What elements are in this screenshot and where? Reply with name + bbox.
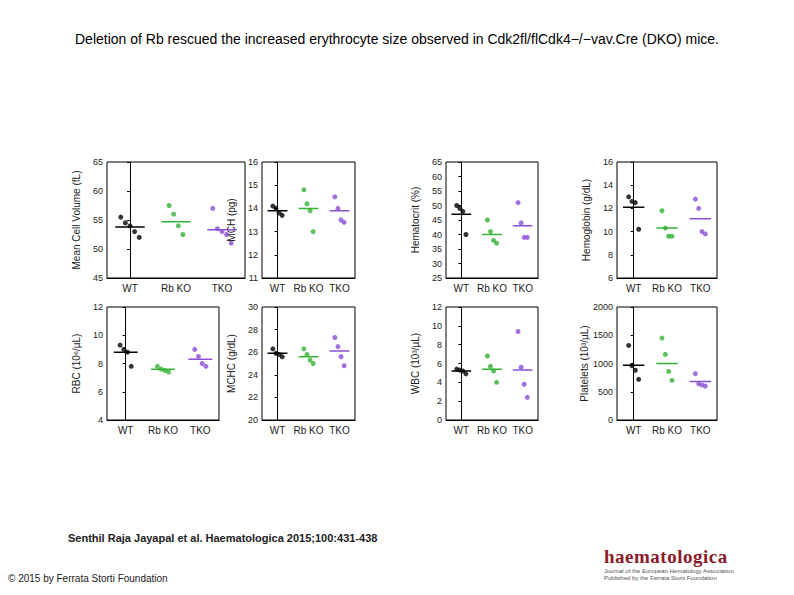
svg-text:26: 26 [248, 347, 258, 357]
svg-text:500: 500 [598, 387, 613, 397]
svg-text:12: 12 [248, 250, 258, 260]
html-text:Journal of the European Hemato: Journal of the European Hematology Assoc… [604, 568, 734, 574]
svg-text:WT: WT [270, 425, 286, 436]
svg-text:13: 13 [248, 227, 258, 237]
svg-text:TKO: TKO [512, 425, 533, 436]
svg-text:TKO: TKO [690, 425, 711, 436]
svg-text:Mean Cell Volume (fL): Mean Cell Volume (fL) [71, 171, 82, 270]
svg-text:25: 25 [432, 273, 442, 283]
svg-text:Rb KO: Rb KO [161, 283, 191, 294]
svg-text:55: 55 [93, 215, 103, 225]
svg-text:22: 22 [248, 392, 258, 402]
svg-text:50: 50 [93, 244, 103, 254]
svg-text:TKO: TKO [690, 283, 711, 294]
svg-text:WT: WT [270, 283, 286, 294]
svg-text:35: 35 [432, 244, 442, 254]
svg-text:Rb KO: Rb KO [477, 425, 507, 436]
svg-text:WT: WT [454, 425, 470, 436]
svg-text:11: 11 [249, 273, 258, 283]
svg-text:TKO: TKO [329, 425, 350, 436]
svg-text:45: 45 [93, 273, 103, 283]
svg-text:28: 28 [248, 325, 258, 335]
svg-text:TKO: TKO [329, 283, 350, 294]
svg-text:24: 24 [248, 370, 258, 380]
svg-text:1500: 1500 [593, 330, 613, 340]
svg-text:12: 12 [93, 302, 103, 312]
svg-text:WT: WT [118, 425, 134, 436]
svg-text:Hemoglobin (g/dL): Hemoglobin (g/dL) [581, 179, 592, 261]
svg-text:6: 6 [98, 387, 103, 397]
svg-text:8: 8 [98, 359, 103, 369]
svg-text:60: 60 [93, 186, 103, 196]
svg-text:RBC (10⁶/µL): RBC (10⁶/µL) [71, 334, 82, 394]
svg-text:Rb KO: Rb KO [652, 283, 682, 294]
svg-text:12: 12 [603, 203, 613, 213]
svg-text:65: 65 [432, 157, 442, 167]
svg-text:30: 30 [248, 302, 258, 312]
svg-text:8: 8 [608, 250, 613, 260]
svg-text:MCH (pg): MCH (pg) [225, 198, 237, 242]
svg-text:55: 55 [432, 186, 442, 196]
svg-text:2000: 2000 [593, 302, 613, 312]
svg-text:50: 50 [432, 201, 442, 211]
svg-text:WT: WT [122, 283, 138, 294]
svg-text:16: 16 [248, 157, 258, 167]
svg-text:20: 20 [248, 415, 258, 425]
svg-text:MCHC (g/dL): MCHC (g/dL) [226, 334, 237, 393]
svg-text:Hematocrit (%): Hematocrit (%) [410, 187, 421, 254]
svg-text:4: 4 [437, 377, 442, 387]
svg-text:6: 6 [437, 359, 442, 369]
svg-text:14: 14 [603, 180, 613, 190]
html-text:Deletion of Rb rescued the inc: Deletion of Rb rescued the increased ery… [75, 31, 719, 47]
html-text:© 2015 by Ferrata Storti Found: © 2015 by Ferrata Storti Foundation [8, 573, 168, 584]
svg-text:Platelets (10³/µL): Platelets (10³/µL) [579, 325, 590, 401]
svg-text:10: 10 [93, 330, 103, 340]
svg-text:12: 12 [432, 302, 442, 312]
svg-text:Rb KO: Rb KO [477, 283, 507, 294]
svg-text:45: 45 [432, 215, 442, 225]
svg-text:10: 10 [603, 227, 613, 237]
svg-text:TKO: TKO [190, 425, 211, 436]
html-text:Published by the Ferrata Stort: Published by the Ferrata Storti Foundati… [604, 575, 717, 581]
svg-text:2: 2 [437, 396, 442, 406]
svg-text:4: 4 [98, 415, 103, 425]
svg-text:Rb KO: Rb KO [293, 283, 323, 294]
svg-text:65: 65 [93, 157, 103, 167]
svg-text:WT: WT [626, 283, 642, 294]
html-text:Senthil Raja Jayapal et al. Ha: Senthil Raja Jayapal et al. Haematologic… [68, 532, 378, 544]
svg-text:1000: 1000 [593, 359, 613, 369]
svg-text:8: 8 [437, 340, 442, 350]
svg-text:15: 15 [248, 180, 258, 190]
svg-text:10: 10 [432, 321, 442, 331]
svg-text:60: 60 [432, 172, 442, 182]
svg-text:14: 14 [248, 203, 258, 213]
svg-text:40: 40 [432, 230, 442, 240]
svg-text:Rb KO: Rb KO [293, 425, 323, 436]
svg-text:30: 30 [432, 259, 442, 269]
html-text:haematologica: haematologica [604, 546, 728, 567]
svg-text:Rb KO: Rb KO [148, 425, 178, 436]
svg-text:WT: WT [454, 283, 470, 294]
svg-text:16: 16 [603, 157, 613, 167]
svg-text:6: 6 [608, 273, 613, 283]
svg-text:0: 0 [608, 415, 613, 425]
svg-text:0: 0 [437, 415, 442, 425]
svg-text:WBC (10³/µL): WBC (10³/µL) [410, 333, 421, 394]
svg-text:TKO: TKO [512, 283, 533, 294]
svg-text:TKO: TKO [212, 283, 233, 294]
svg-text:Rb KO: Rb KO [652, 425, 682, 436]
svg-text:WT: WT [626, 425, 642, 436]
